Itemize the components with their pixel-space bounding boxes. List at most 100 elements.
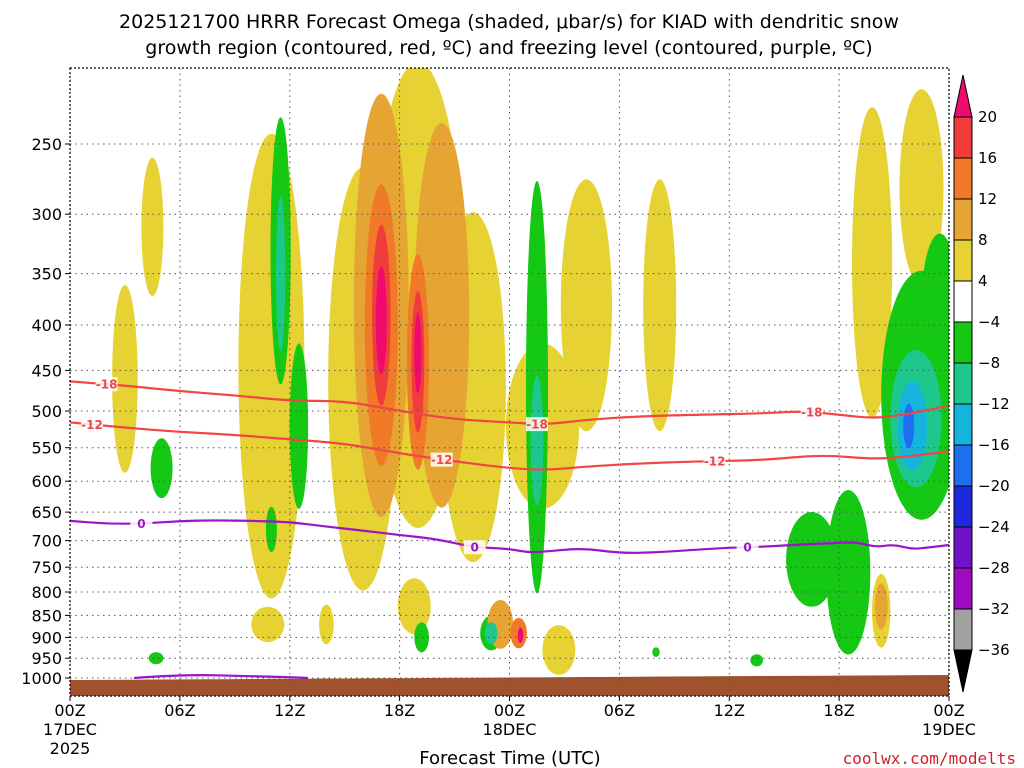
y-tick-label: 950	[31, 649, 62, 668]
colorbar-label: 20	[978, 108, 997, 126]
colorbar-segment	[953, 485, 973, 528]
y-tick-label: 750	[31, 558, 62, 577]
freezing-level-contour: 0 0 0	[70, 516, 949, 680]
x-tick-label: 00Z	[494, 701, 525, 720]
x-tick-date-label: 19DEC	[922, 720, 976, 739]
x-tick-label: 18Z	[823, 701, 854, 720]
chart-title-line-1: 2025121700 HRRR Forecast Omega (shaded, …	[119, 11, 899, 33]
omega-contour-neg8	[276, 195, 286, 352]
y-tick-label: 700	[31, 532, 62, 551]
omega-contour-pos4	[852, 107, 893, 418]
dgz-contour-label-bg	[95, 377, 118, 392]
omega-contour-neg8	[530, 375, 544, 506]
x-tick-label: 12Z	[274, 701, 305, 720]
plot-area: -18 -18 -18 -12 -12 -12 0 0 0	[70, 68, 949, 696]
freezing-level-label: 0	[743, 541, 751, 555]
x-tick-label: 06Z	[604, 701, 635, 720]
colorbar-segment	[953, 198, 973, 241]
dgz-contour-label-bg	[800, 405, 823, 419]
omega-contour-neg4	[786, 512, 838, 607]
colorbar-bottom-triangle	[953, 649, 973, 693]
credit-text: coolwx.com/modelts	[843, 749, 1016, 768]
dgz-contour-label: -12	[81, 418, 103, 432]
dgz-contour-label: -18	[96, 378, 118, 392]
y-tick-label: 350	[31, 265, 62, 284]
x-tick-label: 00Z	[54, 701, 85, 720]
colorbar-label: −28	[978, 559, 1010, 577]
chart-title-line-2: growth region (contoured, red, ºC) and f…	[145, 37, 872, 59]
y-tick-label: 550	[31, 439, 62, 458]
x-tick-year-label: 2025	[50, 739, 91, 758]
omega-contour-neg4	[826, 490, 871, 655]
y-tick-label: 800	[31, 583, 62, 602]
dgz-contour-minus18: -18 -18 -18	[70, 377, 949, 432]
y-tick-label: 450	[31, 361, 62, 380]
omega-contour-pos4	[251, 606, 285, 643]
dgz-contour-label: -12	[704, 455, 726, 469]
freezing-level-line	[70, 519, 949, 554]
freezing-level-label-bg	[736, 540, 759, 555]
colorbar-label: 8	[978, 231, 988, 249]
y-tick-label: 1000	[21, 669, 62, 688]
dgz-contour-label-bg	[81, 417, 103, 432]
omega-contour-pos20	[517, 627, 524, 643]
y-tick-label: 850	[31, 606, 62, 625]
dgz-contour-label: -12	[431, 453, 453, 467]
freezing-level-label-bg	[130, 516, 153, 531]
colorbar-segment	[953, 608, 973, 651]
colorbar-segment	[953, 567, 973, 610]
colorbar-segment	[953, 321, 973, 364]
dgz-contour-label-bg	[526, 417, 548, 432]
plot-frame	[69, 67, 950, 697]
colorbar-label: 12	[978, 190, 997, 208]
x-tick-label: 12Z	[714, 701, 745, 720]
y-tick-label: 650	[31, 503, 62, 522]
dgz-contour-minus12: -12 -12 -12	[70, 417, 949, 471]
omega-contour-neg4	[148, 652, 164, 665]
colorbar-segment	[953, 116, 973, 159]
colorbar-label: −24	[978, 518, 1010, 536]
colorbar: 20 16 12 8 4 −4 −8 −12 −16 −20 −24 −28 −32 −36	[953, 74, 1010, 693]
dgz-contour-label-bg	[430, 452, 453, 467]
colorbar-label: 16	[978, 149, 997, 167]
colorbar-top-triangle	[953, 74, 973, 118]
y-tick-label: 300	[31, 205, 62, 224]
freezing-level-line-lower	[134, 674, 309, 680]
omega-contour-neg8	[484, 622, 498, 644]
colorbar-label: −20	[978, 477, 1010, 495]
omega-contour-pos20	[414, 312, 422, 394]
omega-contour-pos4	[319, 604, 334, 645]
plot-clip-group: -18 -18 -18 -12 -12 -12 0 0 0	[70, 68, 949, 696]
omega-contour-pos20	[375, 266, 387, 375]
omega-contour-neg4	[414, 622, 429, 653]
x-tick-label: 00Z	[933, 701, 964, 720]
omega-contour-neg4	[921, 233, 949, 378]
omega-contour-neg4	[750, 654, 764, 667]
omega-contour-pos4	[643, 179, 677, 432]
colorbar-segment	[953, 239, 973, 282]
freezing-level-label: 0	[137, 517, 145, 531]
colorbar-label: −16	[978, 436, 1010, 454]
colorbar-segment	[953, 157, 973, 200]
x-tick-date-label: 17DEC	[43, 720, 97, 739]
colorbar-label: 4	[978, 272, 988, 290]
omega-contour-neg4	[150, 438, 173, 499]
colorbar-segment	[953, 444, 973, 487]
omega-contour-pos8	[874, 583, 888, 630]
omega-contour-neg4	[265, 506, 277, 553]
dgz-contour-label: -18	[526, 418, 548, 432]
colorbar-segment	[953, 280, 973, 323]
colorbar-segment	[953, 362, 973, 405]
colorbar-label: −8	[978, 354, 1000, 372]
omega-contour-pos4	[560, 179, 613, 432]
omega-contour-pos4	[542, 625, 576, 675]
colorbar-label: −36	[978, 641, 1010, 659]
omega-contour-neg4	[289, 343, 309, 509]
dgz-contour-label: -18	[801, 406, 823, 420]
omega-contour-pos4	[141, 157, 164, 296]
y-tick-label: 250	[31, 135, 62, 154]
y-tick-label: 400	[31, 316, 62, 335]
y-tick-label: 900	[31, 628, 62, 647]
axes: 250 300 350 400 450 500 550 600 650 700 750 800 850 9…	[21, 67, 976, 758]
